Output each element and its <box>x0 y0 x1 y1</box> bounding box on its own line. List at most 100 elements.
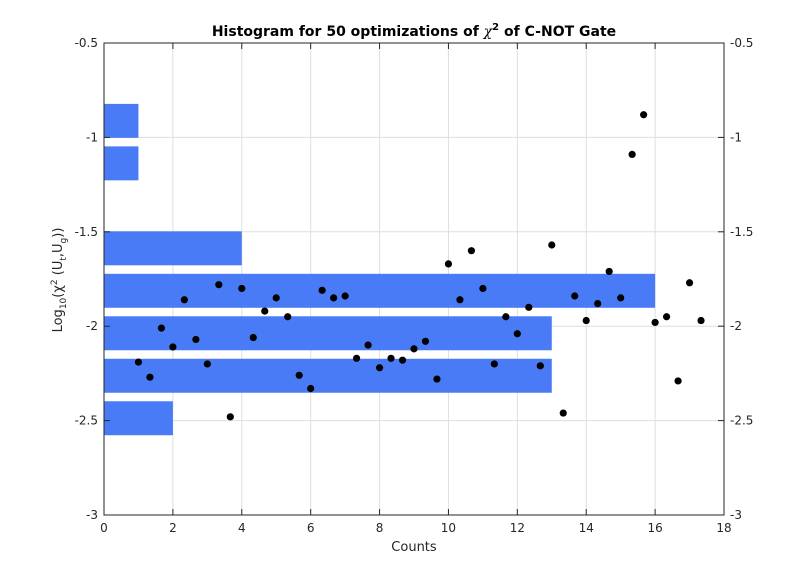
data-point <box>513 330 521 338</box>
data-point <box>617 294 625 302</box>
y-axis-label-comma: ,U <box>51 243 66 257</box>
data-point <box>697 316 705 325</box>
y-axis-label-open: (χ <box>51 285 66 298</box>
y-axis-label-sup2: 2 <box>50 279 60 285</box>
chart-title-tail: of C-NOT Gate <box>499 24 616 40</box>
data-point <box>594 299 602 308</box>
x-tick-label: 2 <box>169 521 177 535</box>
y-tick-label-right: -0.5 <box>730 36 753 50</box>
data-point <box>479 284 487 293</box>
data-point <box>502 313 510 321</box>
y-tick-label-right: -3 <box>730 508 742 522</box>
histogram-bars <box>104 103 656 436</box>
data-point <box>467 247 476 255</box>
chart-title: Histogram for 50 optimizations of χ2 of … <box>212 22 616 40</box>
data-point <box>525 303 533 311</box>
y-tick-label-left: -2.5 <box>75 414 98 428</box>
data-point <box>387 354 395 362</box>
x-axis-ticks: 0 2 4 6 8 10 12 14 16 18 <box>100 43 732 535</box>
y-axis-label-close: )) <box>51 228 66 238</box>
data-point <box>295 371 303 379</box>
histogram-bar <box>104 401 173 436</box>
data-point <box>249 333 257 342</box>
y-axis-ticks-right: -3 -2.5 -2 -1.5 -1 -0.5 <box>718 36 753 522</box>
data-point <box>628 150 636 158</box>
x-tick-label: 0 <box>100 521 108 535</box>
y-axis-label-prefix: Log <box>51 309 66 332</box>
y-tick-label-right: -1.5 <box>730 225 753 239</box>
data-point <box>536 362 544 370</box>
data-point <box>364 341 372 349</box>
data-point <box>456 296 464 304</box>
x-tick-label: 4 <box>238 521 246 535</box>
histogram-bar <box>104 103 139 138</box>
y-tick-label-left: -2 <box>86 319 98 333</box>
data-point <box>398 356 407 364</box>
histogram-bar <box>104 273 656 308</box>
y-axis-label-sub-g: g <box>59 238 69 244</box>
histogram-bar <box>104 358 552 393</box>
y-tick-label-right: -2.5 <box>730 414 753 428</box>
data-point <box>490 360 498 368</box>
data-point <box>215 281 223 289</box>
y-tick-label-right: -1 <box>730 130 742 144</box>
histogram-bar <box>104 231 242 266</box>
y-tick-label-left: -3 <box>86 508 98 522</box>
data-point <box>375 364 384 372</box>
y-axis-label-sub10: 10 <box>59 297 69 309</box>
y-axis-label: Log10(χ2 (Ut,Ug)) <box>50 228 69 333</box>
data-point <box>651 318 659 327</box>
plot-frame <box>103 42 725 516</box>
data-point <box>272 294 280 302</box>
data-point <box>341 292 349 300</box>
histogram-bar <box>104 316 552 351</box>
data-point <box>330 294 338 302</box>
data-point <box>318 286 326 294</box>
x-tick-label: 12 <box>510 521 525 535</box>
data-point <box>410 345 418 353</box>
chart-title-symbol: χ <box>483 24 494 40</box>
x-tick-label: 8 <box>376 521 384 535</box>
y-tick-label-left: -0.5 <box>75 36 98 50</box>
data-point <box>548 241 556 249</box>
data-point <box>307 384 315 393</box>
data-point <box>582 316 590 325</box>
data-point <box>180 296 188 304</box>
data-point <box>662 313 671 321</box>
data-point <box>571 292 579 300</box>
y-tick-label-right: -2 <box>730 319 742 333</box>
data-point <box>226 413 234 421</box>
y-tick-label-left: -1 <box>86 130 98 144</box>
data-point <box>146 373 154 381</box>
data-point <box>261 307 269 315</box>
x-axis-label: Counts <box>391 540 437 555</box>
x-tick-label: 6 <box>307 521 315 535</box>
data-point <box>685 279 694 287</box>
data-point <box>421 337 430 345</box>
chart-title-superscript: 2 <box>492 22 499 33</box>
y-axis-label-mid: (U <box>51 261 66 280</box>
histogram-bar <box>104 146 139 181</box>
y-tick-label-left: -1.5 <box>75 225 98 239</box>
data-point <box>559 409 567 417</box>
data-point <box>444 260 453 268</box>
chart-title-main: Histogram for 50 optimizations of <box>212 24 484 40</box>
data-point <box>284 313 292 321</box>
data-point <box>352 354 361 362</box>
data-point <box>640 111 648 119</box>
y-axis-label-sub-t: t <box>59 257 69 261</box>
scatter-points <box>134 111 705 421</box>
data-point <box>203 360 211 368</box>
data-point <box>238 284 246 293</box>
data-point <box>169 343 177 351</box>
x-tick-label: 10 <box>441 521 456 535</box>
data-point <box>134 358 143 366</box>
x-tick-label: 14 <box>579 521 594 535</box>
data-point <box>192 335 200 344</box>
x-tick-label: 16 <box>647 521 662 535</box>
data-point <box>157 324 166 332</box>
data-point <box>674 377 682 385</box>
y-axis-ticks-left: -3 -2.5 -2 -1.5 -1 -0.5 <box>75 36 110 522</box>
x-tick-label: 18 <box>716 521 731 535</box>
